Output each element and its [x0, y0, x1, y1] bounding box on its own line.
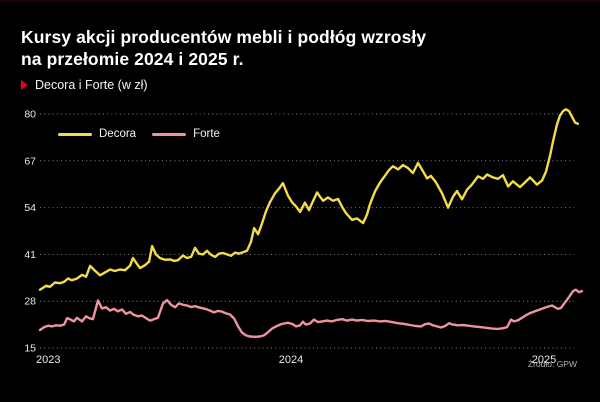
- red-triangle-icon: [21, 80, 28, 90]
- y-tick-15: 15: [24, 343, 36, 355]
- y-tick-67: 67: [24, 155, 36, 167]
- x-tick-2025: 2025: [532, 354, 556, 366]
- y-tick-41: 41: [24, 249, 36, 261]
- chart-subtitle: Decora i Forte (w zł): [21, 78, 148, 92]
- subtitle-label: Decora i Forte (w zł): [35, 78, 148, 92]
- x-tick-2023: 2023: [36, 354, 60, 366]
- y-tick-54: 54: [24, 202, 36, 214]
- legend-label-decora: Decora: [99, 128, 137, 140]
- title-line-2: na przełomie 2024 i 2025 r.: [21, 49, 244, 69]
- legend-swatch-decora: [58, 132, 92, 136]
- y-tick-28: 28: [24, 296, 36, 308]
- y-tick-80: 80: [24, 109, 36, 121]
- title-line-1: Kursy akcji producentów mebli i podłóg w…: [21, 27, 427, 47]
- source-note: Źródło: GPW: [527, 359, 577, 369]
- series-line-forte: [38, 288, 584, 338]
- legend-label-forte: Forte: [193, 128, 220, 140]
- legend-swatch-forte: [152, 132, 187, 136]
- page-title: Kursy akcji producentów mebli i podłóg w…: [21, 26, 426, 70]
- x-tick-2024: 2024: [279, 354, 303, 366]
- series-line-decora: [38, 108, 580, 291]
- legend: Decora Forte: [58, 128, 220, 140]
